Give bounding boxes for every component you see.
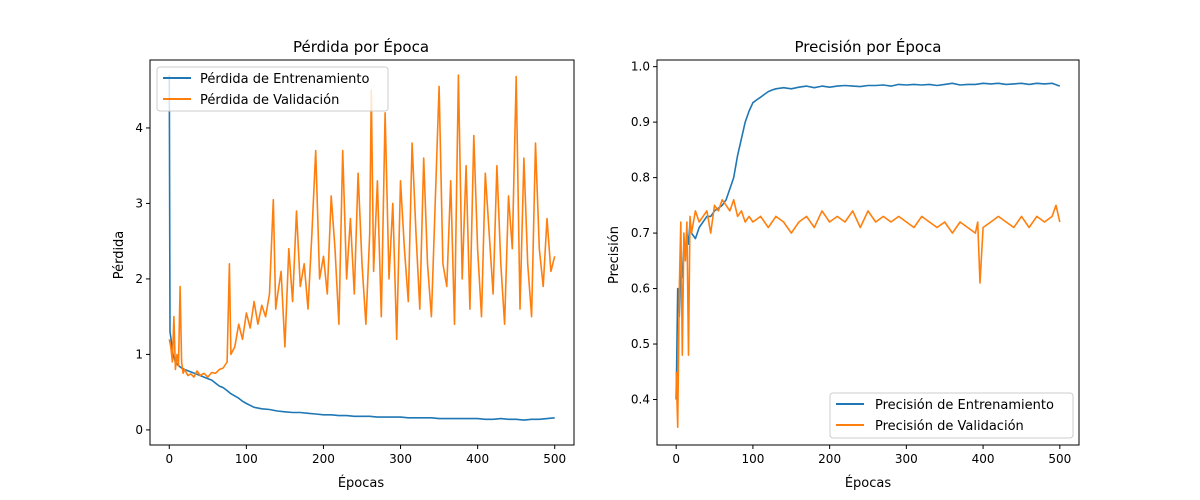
- loss-xtick-label: 300: [389, 452, 412, 466]
- accuracy-ytick-label: 1.0: [631, 60, 650, 74]
- loss-legend: Pérdida de Entrenamiento Pérdida de Vali…: [156, 66, 389, 112]
- accuracy-legend-val-label: Precisión de Validación: [875, 419, 1024, 434]
- loss-xtick-label: 0: [165, 452, 173, 466]
- accuracy-xtick-label: 400: [972, 452, 995, 466]
- accuracy-ytick-label: 0.8: [631, 171, 650, 185]
- accuracy-series-train-line: [675, 82, 1061, 400]
- accuracy-ytick-label: 0.4: [631, 393, 650, 407]
- accuracy-chart-title: Precisión por Época: [795, 37, 942, 56]
- accuracy-chart-xlabel: Épocas: [845, 475, 892, 491]
- loss-xtick-label: 500: [543, 452, 566, 466]
- accuracy-xtick-label: 500: [1048, 452, 1071, 466]
- accuracy-ytick-label: 0.9: [631, 115, 650, 129]
- accuracy-legend: Precisión de Entrenamiento Precisión de …: [829, 392, 1074, 439]
- accuracy-ytick-label: 0.7: [631, 226, 650, 240]
- loss-chart: Pérdida por Época Épocas Pérdida 0 100 200…: [112, 37, 575, 491]
- accuracy-ytick-label: 0.5: [631, 337, 650, 351]
- accuracy-xtick-label: 200: [818, 452, 841, 466]
- accuracy-ytick-label: 0.6: [631, 282, 650, 296]
- accuracy-xtick-label: 100: [741, 452, 764, 466]
- loss-chart-xlabel: Épocas: [338, 475, 385, 491]
- loss-chart-title: Pérdida por Época: [293, 37, 429, 56]
- accuracy-series-validation-line: [675, 199, 1061, 429]
- loss-ytick-label: 1: [135, 347, 143, 361]
- loss-legend-val-label: Pérdida de Validación: [200, 93, 339, 108]
- accuracy-plot-area: 0 100 200 300 400 500 0.4 0.5 0.6 0.7 0.8 0.9 1.0: [631, 60, 1071, 466]
- accuracy-xtick-label: 300: [895, 452, 918, 466]
- loss-ytick-label: 0: [135, 423, 143, 437]
- loss-xtick-label: 400: [466, 452, 489, 466]
- loss-ytick-label: 3: [135, 196, 143, 210]
- accuracy-chart: Precisión por Época Épocas Precisión 0 10…: [607, 37, 1080, 491]
- accuracy-chart-ylabel: Precisión: [607, 226, 622, 284]
- loss-legend-box: [156, 66, 389, 112]
- accuracy-xtick-label: 0: [672, 452, 680, 466]
- loss-ytick-label: 4: [135, 121, 143, 135]
- loss-legend-train-label: Pérdida de Entrenamiento: [200, 72, 370, 87]
- loss-chart-ylabel: Pérdida: [112, 231, 127, 280]
- loss-series-validation-line: [168, 74, 556, 378]
- accuracy-chart-frame: [656, 59, 1080, 446]
- accuracy-legend-box: [829, 392, 1074, 439]
- loss-series-train-line: [168, 75, 555, 421]
- accuracy-legend-train-label: Precisión de Entrenamiento: [875, 398, 1054, 413]
- loss-chart-frame: [149, 59, 575, 446]
- loss-xtick-label: 200: [312, 452, 335, 466]
- loss-xtick-label: 100: [235, 452, 258, 466]
- loss-plot-area: 0 100 200 300 400 500 0 1 2 3 4: [135, 74, 566, 466]
- loss-ytick-label: 2: [135, 272, 143, 286]
